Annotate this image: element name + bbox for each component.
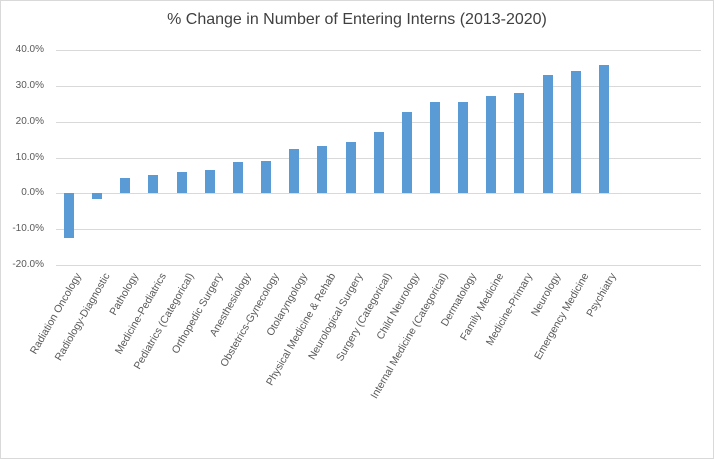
bar	[92, 193, 103, 200]
bar	[289, 149, 300, 194]
gridline	[56, 85, 701, 87]
gridline	[56, 193, 701, 195]
bar	[514, 93, 525, 194]
y-tick-label: 10.0%	[15, 151, 44, 163]
bar	[345, 142, 356, 194]
bar	[458, 101, 469, 194]
bar	[486, 95, 497, 194]
bar	[176, 171, 187, 194]
y-tick-label: 20.0%	[15, 115, 44, 127]
bar	[570, 70, 581, 194]
x-category-label-text: Radiology-Diagnostic	[52, 271, 113, 363]
bar	[148, 175, 159, 194]
y-tick-label: -20.0%	[12, 259, 44, 270]
chart-title: % Change in Number of Entering Interns (…	[167, 11, 547, 28]
bar	[401, 112, 412, 194]
plot-area	[56, 50, 701, 266]
bar	[542, 75, 553, 194]
bar	[373, 132, 384, 194]
gridline	[56, 265, 701, 266]
bar	[232, 161, 243, 194]
x-category-label-text: Radiation Oncology	[28, 271, 85, 357]
bar	[64, 193, 74, 239]
bar	[204, 169, 215, 194]
bar	[317, 146, 328, 194]
y-tick-label: 30.0%	[15, 79, 44, 91]
gridline	[56, 50, 701, 51]
bar	[120, 177, 131, 194]
gridline	[56, 121, 701, 123]
y-tick-label: -10.0%	[12, 223, 44, 235]
bar	[261, 160, 272, 194]
y-tick-label: 40.0%	[15, 44, 44, 55]
x-category-label-text: Emergency Medicine	[531, 271, 592, 362]
y-tick-label: 0.0%	[21, 187, 44, 199]
gridline	[56, 229, 701, 231]
bar	[429, 102, 440, 194]
bar	[598, 65, 609, 194]
